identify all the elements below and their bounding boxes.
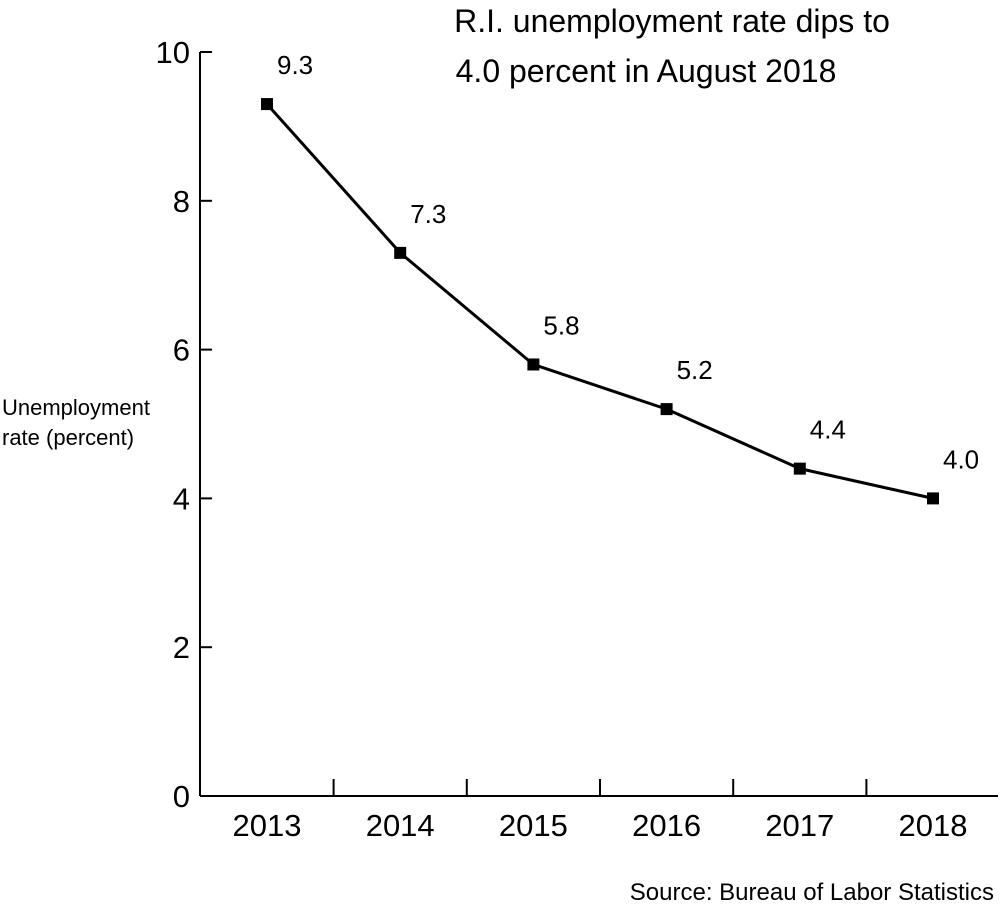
- x-tick-label: 2018: [899, 808, 968, 843]
- data-point-marker: [927, 492, 939, 505]
- chart-title-line-2: 4.0 percent in August 2018: [456, 53, 837, 89]
- data-label: 9.3: [277, 50, 313, 80]
- chart-title-line-1: R.I. unemployment rate dips to: [454, 3, 890, 39]
- x-tick-label: 2015: [499, 808, 568, 843]
- data-point-marker: [261, 98, 273, 111]
- data-label: 4.4: [810, 415, 846, 445]
- data-point-marker: [793, 462, 806, 475]
- y-tick-label: 2: [173, 630, 190, 665]
- y-tick-label: 4: [173, 481, 190, 516]
- data-point-marker: [527, 358, 540, 371]
- y-axis-label-line-1: Unemployment: [2, 395, 150, 420]
- series-line-path: [265, 103, 934, 500]
- data-label: 7.3: [410, 199, 446, 229]
- y-tick-label: 0: [173, 779, 190, 814]
- chart-title: R.I. unemployment rate dips to 4.0 perce…: [454, 3, 890, 89]
- source-note: Source: Bureau of Labor Statistics: [630, 879, 994, 906]
- data-point-marker: [394, 246, 407, 259]
- y-tick-label: 10: [156, 35, 190, 70]
- axis-ticks: 0 2 4 6 8 10 2013 2014 2015 2016 2017 2018: [156, 35, 968, 843]
- data-point-marker: [660, 403, 673, 416]
- data-label: 5.2: [677, 355, 713, 385]
- data-label: 4.0: [943, 444, 979, 474]
- x-tick-label: 2014: [366, 808, 435, 843]
- data-label: 5.8: [543, 310, 579, 340]
- y-tick-label: 8: [173, 184, 190, 219]
- y-axis-label: Unemployment rate (percent): [2, 395, 150, 450]
- data-labels: 9.3 7.3 5.8 5.2 4.4 4.0: [277, 50, 979, 474]
- series-line: [261, 98, 939, 505]
- y-axis-label-line-2: rate (percent): [2, 425, 134, 450]
- x-tick-label: 2016: [632, 808, 701, 843]
- x-tick-label: 2013: [233, 808, 302, 843]
- x-tick-label: 2017: [765, 808, 834, 843]
- y-tick-label: 6: [173, 333, 190, 368]
